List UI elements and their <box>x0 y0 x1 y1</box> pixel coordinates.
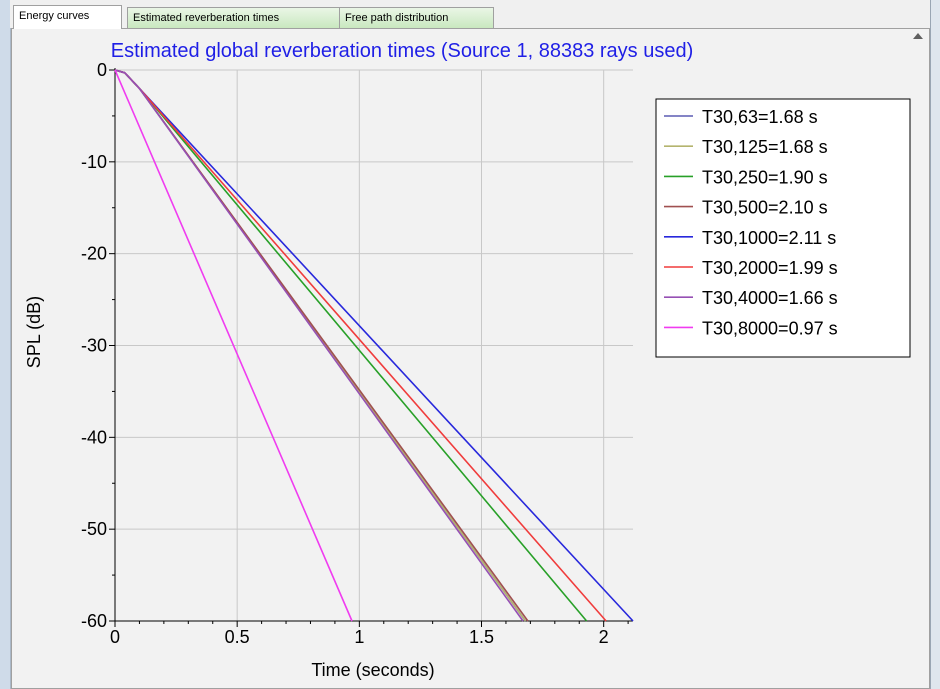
legend-item-label: T30,63=1.68 s <box>702 107 818 127</box>
legend-item-label: T30,4000=1.66 s <box>702 288 838 308</box>
y-tick-label: 0 <box>97 60 107 80</box>
axes <box>109 68 633 627</box>
y-tick-label: -60 <box>81 611 107 631</box>
series-line <box>114 69 353 622</box>
window-left-edge <box>0 0 11 689</box>
tab-energy-curves[interactable]: Energy curves <box>13 5 122 29</box>
x-tick-label: 2 <box>599 627 609 647</box>
y-tick-label: -10 <box>81 152 107 172</box>
y-tick-label: -30 <box>81 336 107 356</box>
x-axis-label: Time (seconds) <box>311 660 434 680</box>
legend: T30,63=1.68 s T30,125=1.68 s T30,250=1.90 … <box>655 98 911 358</box>
x-tick-label: 1.5 <box>469 627 494 647</box>
scroll-up-arrow-icon[interactable] <box>908 28 928 46</box>
x-tick-label: 1 <box>354 627 364 647</box>
x-tick-label: 0.5 <box>225 627 250 647</box>
legend-item-label: T30,1000=2.11 s <box>702 228 836 248</box>
legend-item-label: T30,500=2.10 s <box>702 198 828 218</box>
legend-item-label: T30,8000=0.97 s <box>702 318 838 338</box>
window-right-edge <box>930 0 940 689</box>
legend-item-label: T30,250=1.90 s <box>702 167 828 187</box>
legend-item-label: T30,125=1.68 s <box>702 137 828 157</box>
y-tick-label: -40 <box>81 427 107 447</box>
tab-free-path-distribution[interactable]: Free path distribution <box>339 7 494 28</box>
series-line <box>114 69 524 622</box>
tab-label: Free path distribution <box>345 12 449 24</box>
grid <box>115 69 633 621</box>
tab-label: Energy curves <box>19 10 90 22</box>
y-axis-label: SPL (dB) <box>24 296 44 368</box>
series-group <box>114 69 634 622</box>
tick-labels: 0 0.5 1 1.5 2 0 -10 -20 -30 -40 -50 -60 <box>81 60 609 647</box>
y-tick-label: -20 <box>81 244 107 264</box>
legend-item-label: T30,2000=1.99 s <box>702 258 838 278</box>
legend-box <box>655 98 911 358</box>
chart-title: Estimated global reverberation times (So… <box>111 40 694 62</box>
tab-estimated-reverberation-times[interactable]: Estimated reverberation times <box>127 7 340 28</box>
y-tick-label: -50 <box>81 519 107 539</box>
tab-bar: Energy curves Estimated reverberation ti… <box>10 0 930 29</box>
x-tick-label: 0 <box>110 627 120 647</box>
tab-label: Estimated reverberation times <box>133 12 280 24</box>
